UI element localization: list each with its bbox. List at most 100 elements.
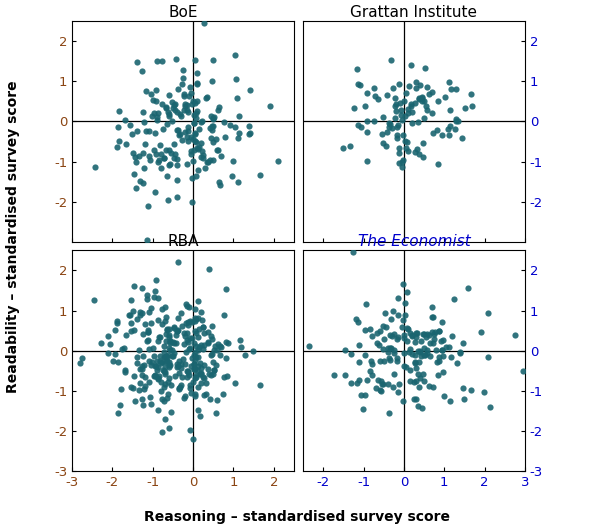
Point [190,348,199,356]
Point [157,305,166,313]
Point [118,345,127,353]
Point [160,362,169,371]
Point [160,380,170,388]
Point [451,85,461,93]
Point [379,356,389,365]
Point [411,84,421,93]
Point [177,372,187,381]
Point [175,130,184,138]
Point [353,120,363,129]
Point [145,393,154,402]
Point [154,406,163,414]
Point [208,138,218,146]
Point [197,370,206,378]
Point [433,371,443,379]
Point [406,344,415,353]
Point [192,96,202,105]
Point [410,359,419,367]
Point [184,127,193,135]
Point [392,107,401,115]
Point [149,96,158,104]
Point [255,380,265,389]
Point [191,373,200,381]
Point [181,392,190,400]
Point [151,371,160,380]
Point [354,376,364,385]
Point [476,328,485,336]
Point [174,385,184,393]
Point [191,313,200,322]
Point [392,130,402,139]
Point [484,309,493,318]
Point [125,310,134,319]
Point [417,94,427,103]
Point [221,285,230,293]
Point [197,139,206,147]
Point [164,344,174,352]
Point [195,359,205,368]
Point [434,357,444,365]
Point [142,336,152,345]
Point [170,153,179,162]
Point [385,354,394,362]
Point [409,395,419,404]
Point [138,330,148,338]
Point [442,343,451,351]
Point [180,128,190,136]
Point [128,384,138,393]
Point [138,179,148,187]
Point [184,136,193,145]
Point [207,322,217,330]
Point [150,371,160,379]
Point [362,127,372,136]
Point [199,341,209,350]
Point [186,89,196,97]
Point [234,129,244,137]
Point [400,112,410,120]
Point [127,130,137,138]
Point [415,374,424,383]
Point [143,336,153,344]
Point [159,397,169,405]
Point [383,344,392,352]
Point [207,335,217,344]
Point [410,148,420,157]
Point [422,105,431,114]
Point [418,330,428,338]
Point [203,365,213,373]
Point [196,364,206,372]
Point [345,142,355,150]
Point [209,112,219,121]
Point [451,117,460,125]
Point [418,138,428,147]
Point [130,170,139,179]
Point [390,102,400,110]
Point [187,100,197,109]
Point [221,353,231,362]
Point [134,346,143,354]
Point [373,329,382,337]
Point [115,401,125,410]
Point [176,112,186,121]
Point [382,322,391,331]
Point [424,382,434,390]
Point [206,351,215,360]
Point [164,373,174,382]
Point [209,365,219,374]
Point [138,148,148,157]
Point [467,102,476,110]
Point [190,360,199,368]
Point [144,308,154,317]
Point [103,331,113,340]
Point [365,325,374,334]
Point [353,379,362,388]
Point [194,343,204,351]
Point [192,79,202,87]
Point [158,365,167,374]
Point [156,359,166,368]
Point [236,343,245,351]
Point [192,69,202,78]
Point [422,330,431,338]
Point [392,134,402,142]
Point [183,122,193,131]
